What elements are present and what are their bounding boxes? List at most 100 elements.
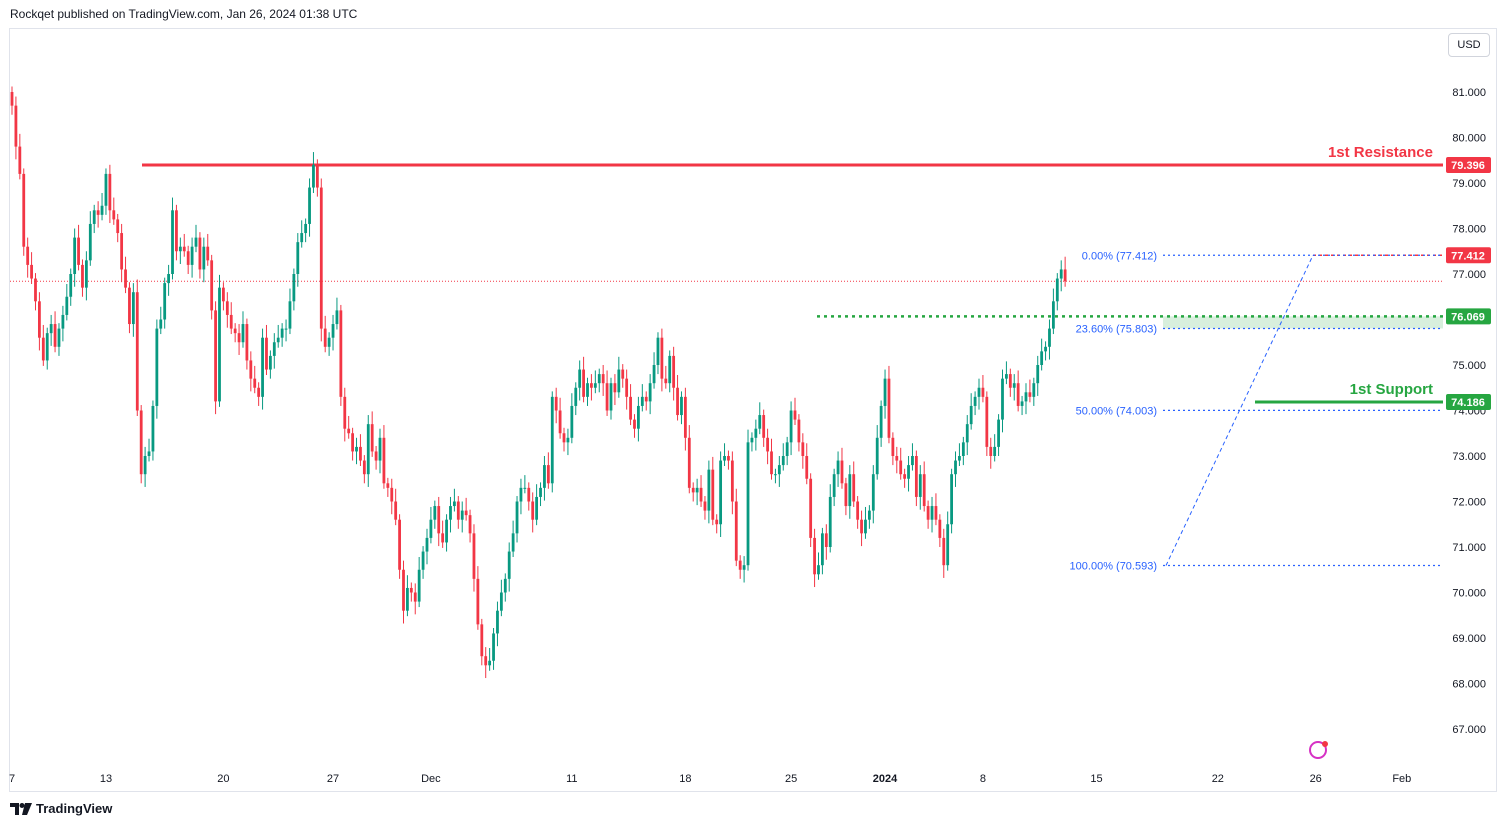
candle-body[interactable] — [593, 383, 597, 388]
chart-pane[interactable] — [9, 28, 1497, 792]
candle-body[interactable] — [128, 287, 131, 325]
candle-body[interactable] — [766, 437, 769, 452]
candle-body[interactable] — [84, 260, 88, 288]
candle-body[interactable] — [1020, 401, 1024, 406]
candle-body[interactable] — [546, 465, 550, 484]
candle-body[interactable] — [61, 314, 65, 329]
candle-body[interactable] — [147, 451, 151, 456]
candle-body[interactable] — [237, 333, 241, 343]
candle-body[interactable] — [543, 465, 546, 488]
candle-body[interactable] — [124, 269, 127, 288]
candle-body[interactable] — [327, 337, 331, 347]
candle-body[interactable] — [464, 510, 468, 516]
candle-body[interactable] — [742, 565, 746, 570]
candle-body[interactable] — [425, 537, 429, 552]
candle-body[interactable] — [848, 474, 852, 507]
candle-body[interactable] — [53, 324, 57, 347]
currency-button[interactable]: USD — [1448, 33, 1490, 57]
candle-body[interactable] — [194, 237, 198, 247]
candle-body[interactable] — [280, 328, 284, 338]
candle-body[interactable] — [175, 210, 178, 252]
candle-body[interactable] — [480, 624, 484, 657]
candle-body[interactable] — [754, 428, 758, 438]
candle-body[interactable] — [527, 487, 531, 502]
candle-body[interactable] — [304, 223, 308, 234]
candle-body[interactable] — [18, 146, 22, 174]
candle-body[interactable] — [539, 487, 542, 497]
candle-body[interactable] — [558, 410, 562, 434]
candle-body[interactable] — [535, 496, 539, 520]
candle-body[interactable] — [406, 587, 409, 611]
candle-body[interactable] — [131, 292, 135, 325]
candle-body[interactable] — [676, 387, 679, 416]
candle-body[interactable] — [903, 474, 907, 479]
candle-body[interactable] — [828, 496, 832, 547]
candle-body[interactable] — [930, 506, 934, 520]
candle-body[interactable] — [476, 578, 480, 625]
candle-body[interactable] — [597, 374, 601, 384]
candle-body[interactable] — [445, 519, 448, 543]
candle-body[interactable] — [683, 396, 687, 438]
candle-body[interactable] — [1008, 374, 1012, 388]
candle-body[interactable] — [507, 551, 511, 579]
candle-body[interactable] — [496, 610, 499, 634]
candle-body[interactable] — [382, 437, 386, 484]
candle-body[interactable] — [155, 328, 159, 406]
candle-body[interactable] — [774, 474, 777, 476]
candle-body[interactable] — [871, 474, 875, 511]
candle-body[interactable] — [762, 415, 766, 438]
candle-body[interactable] — [81, 264, 84, 288]
candle-body[interactable] — [265, 337, 268, 370]
candle-body[interactable] — [730, 460, 734, 502]
candle-body[interactable] — [723, 456, 726, 461]
candle-body[interactable] — [429, 519, 433, 538]
candle-body[interactable] — [456, 501, 460, 520]
candle-body[interactable] — [523, 487, 527, 489]
candle-body[interactable] — [738, 560, 742, 570]
candle-body[interactable] — [895, 456, 899, 461]
candle-body[interactable] — [1059, 269, 1063, 279]
candle-body[interactable] — [484, 656, 488, 666]
candle-body[interactable] — [421, 551, 425, 570]
candle-body[interactable] — [210, 260, 214, 311]
candle-body[interactable] — [887, 378, 891, 438]
candle-body[interactable] — [609, 383, 613, 411]
candle-body[interactable] — [292, 274, 296, 302]
candle-body[interactable] — [652, 365, 656, 384]
candle-body[interactable] — [163, 283, 167, 320]
candle-body[interactable] — [1055, 278, 1059, 302]
candle-body[interactable] — [582, 369, 585, 397]
candle-body[interactable] — [10, 92, 14, 106]
candle-body[interactable] — [1001, 378, 1004, 420]
candle-body[interactable] — [750, 437, 754, 443]
candle-body[interactable] — [719, 460, 723, 525]
candle-body[interactable] — [88, 223, 92, 261]
candle-body[interactable] — [1040, 351, 1044, 365]
candle-body[interactable] — [100, 205, 104, 215]
candle-body[interactable] — [867, 510, 871, 520]
candle-body[interactable] — [961, 442, 965, 456]
candle-body[interactable] — [554, 396, 558, 411]
candle-body[interactable] — [390, 487, 394, 502]
candle-body[interactable] — [586, 383, 589, 397]
candle-body[interactable] — [222, 287, 225, 302]
candle-body[interactable] — [860, 519, 863, 534]
candle-body[interactable] — [824, 533, 828, 547]
candle-body[interactable] — [617, 369, 621, 393]
candle-body[interactable] — [108, 173, 112, 211]
candle-body[interactable] — [566, 437, 570, 443]
candle-body[interactable] — [261, 337, 264, 397]
candle-body[interactable] — [629, 396, 632, 420]
candle-body[interactable] — [182, 246, 186, 252]
candle-body[interactable] — [637, 405, 640, 429]
candle-body[interactable] — [668, 355, 672, 384]
candle-body[interactable] — [907, 465, 910, 479]
candle-body[interactable] — [143, 456, 147, 475]
candle-body[interactable] — [1012, 383, 1016, 388]
candle-body[interactable] — [793, 410, 797, 420]
candle-body[interactable] — [840, 460, 844, 484]
candle-body[interactable] — [331, 324, 335, 338]
candle-body[interactable] — [981, 387, 985, 397]
candle-body[interactable] — [590, 383, 593, 388]
